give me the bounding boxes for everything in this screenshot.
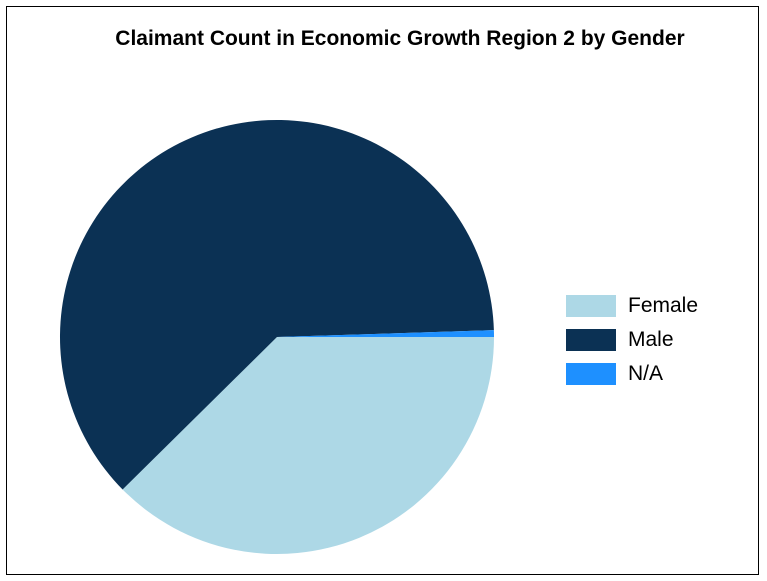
legend-swatch-male [566,329,616,351]
pie-slice-female [122,337,494,555]
legend-label-female: Female [628,294,699,317]
legend: Female Male N/A [566,289,698,391]
legend-swatch-na [566,363,616,385]
legend-item-na: N/A [566,357,698,391]
legend-item-male: Male [566,323,698,357]
pie-slice-male [59,119,494,490]
legend-label-male: Male [628,328,674,351]
pie-slice-na [277,330,494,337]
legend-swatch-female [566,295,616,317]
legend-item-female: Female [566,289,698,323]
legend-label-na: N/A [628,362,664,385]
chart-title: Claimant Count in Economic Growth Region… [115,27,685,50]
